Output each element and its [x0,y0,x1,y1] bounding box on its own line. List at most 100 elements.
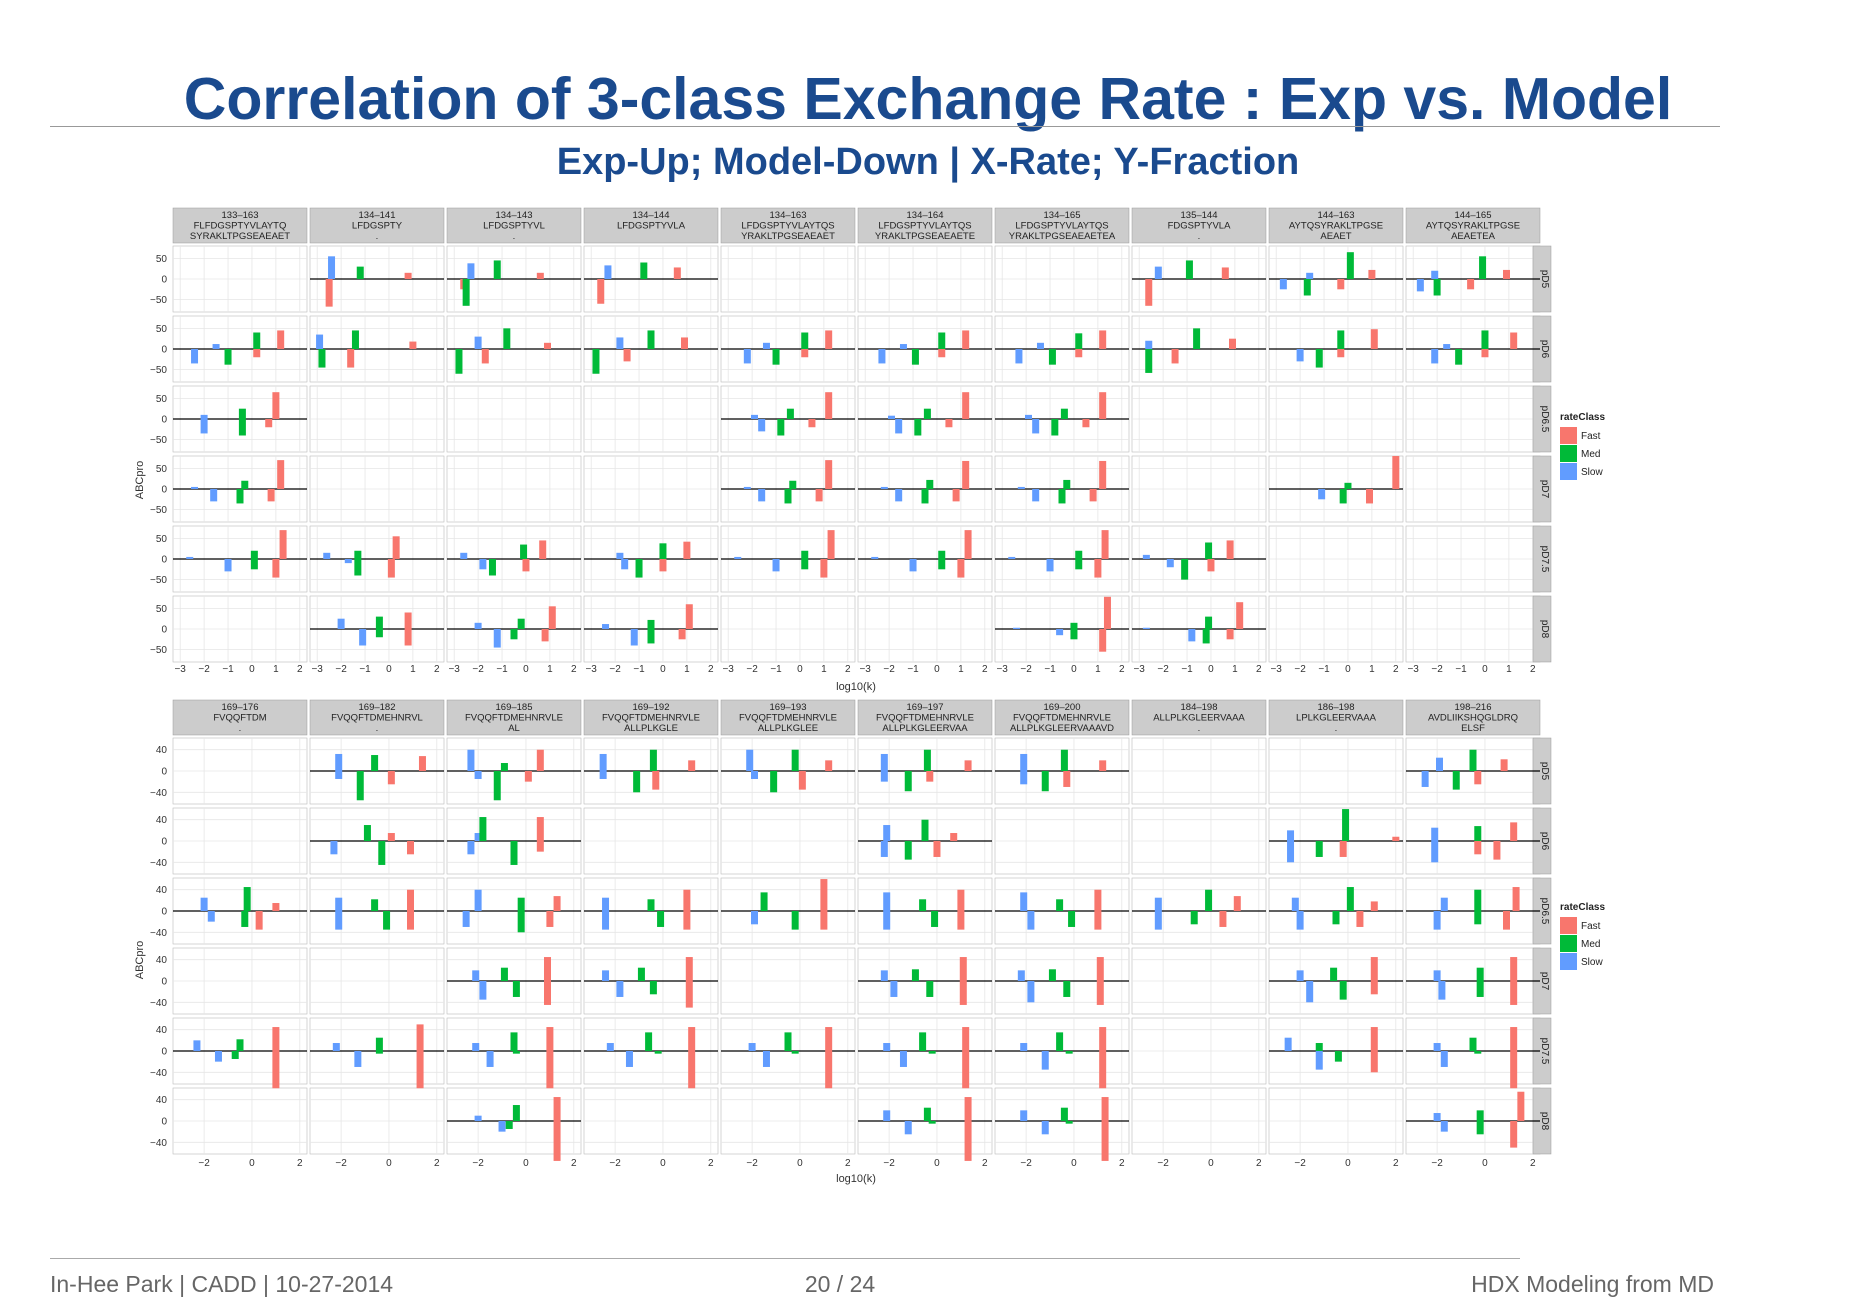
bar-med [378,841,386,865]
bar-fast [1145,279,1153,306]
bar-slow [1431,349,1439,364]
bar-fast [1337,349,1345,358]
bar-med [1058,489,1066,504]
bar-med [1303,279,1311,296]
bar-fast [407,841,414,855]
bar-med [238,408,246,419]
bar-fast [1082,419,1090,428]
bar-med [926,479,934,489]
bar-slow [460,552,468,559]
bar-fast [827,530,835,559]
bar-fast [1103,596,1111,629]
bar-med [654,1051,662,1054]
bar-fast [1392,456,1400,489]
facet-strip [1131,207,1267,244]
bar-slow [888,415,895,419]
x-tick-label: −2 [1157,1158,1169,1169]
bar-fast [959,981,967,1005]
x-tick-label: 0 [797,1158,803,1169]
bar-fast [1370,1027,1378,1051]
bar-slow [1287,841,1295,863]
x-tick-label: 0 [660,1158,666,1169]
x-tick-label: 1 [1506,664,1512,675]
bar-slow [883,1043,891,1051]
bar-med [1205,542,1213,559]
bar-slow [880,970,888,981]
bar-fast [1370,957,1378,981]
bar-fast [553,1121,561,1161]
bar-slow [1154,911,1162,930]
facet-strip-label: FLFDGSPTYVLAYTQ [194,221,287,232]
x-tick-label: −3 [1270,664,1282,675]
bar-med [231,1051,239,1059]
bar-med [1433,279,1441,296]
bar-med [488,559,496,576]
bar-med [1452,771,1460,790]
bar-fast [1370,981,1378,995]
bar-fast [481,349,489,364]
x-tick-label: −1 [496,664,508,675]
bar-fast [1339,841,1347,857]
bar-slow [335,911,343,930]
bar-med [1056,1032,1064,1051]
y-tick-label: 50 [156,324,168,335]
facet-strip-label: 134–164 [907,210,944,221]
bar-fast [1171,349,1179,364]
facet-strip-label: 134–144 [633,210,670,221]
bar-fast [1094,559,1102,578]
bar-med [1469,1037,1477,1051]
bar-med [914,419,922,436]
x-tick-label: 2 [571,664,577,675]
legend-swatch-med [1560,935,1577,952]
bar-slow [193,1040,201,1051]
bar-fast [962,1051,970,1089]
bar-fast [652,771,660,790]
facet-strip-label: FVQQFTDMEHNRVLE [602,713,700,724]
bar-med [938,559,946,570]
bar-fast [1221,267,1229,279]
bar-med [777,419,785,436]
bar-slow [1008,556,1016,559]
bar-slow [1046,559,1054,572]
facet-strip-label: LFDGSPTYVLA [617,221,686,232]
x-tick-label: −3 [859,664,871,675]
bar-fast [933,841,941,857]
bar-fast [820,559,828,578]
bar-fast [825,1051,833,1089]
bar-fast [659,559,667,572]
bar-med [517,897,525,911]
y-tick-label: 40 [156,1025,168,1036]
bar-med [938,332,946,349]
x-tick-label: 0 [1208,1158,1214,1169]
bar-fast [418,756,426,771]
row-strip [1532,455,1552,523]
facet-strip [1268,207,1404,244]
bar-med [911,969,919,981]
bar-slow [1154,266,1162,279]
bar-fast [1510,332,1518,349]
facet-strip-label: 135–144 [1181,210,1218,221]
x-tick-label: 2 [1530,1158,1536,1169]
bar-med [1339,489,1347,504]
x-tick-label: −1 [770,664,782,675]
y-tick-label: −50 [150,505,167,516]
bar-fast [1510,1051,1518,1089]
bar-med [520,544,528,559]
bar-med [904,771,912,792]
bar-fast [962,460,970,489]
bar-slow [1284,1037,1292,1051]
bar-slow [599,753,607,771]
bar-slow [1315,1051,1323,1070]
facet-strip-label: LFDGSPTYVLAYTQS [878,221,971,232]
bar-fast [798,771,806,790]
bar-fast [553,1097,561,1121]
bar-fast [548,606,556,629]
facet-strip-label: FVQQFTDMEHNRVLE [465,713,563,724]
bar-slow [472,1043,480,1051]
facet-strip-label: ELSF [1461,723,1485,734]
bar-med [1474,911,1482,925]
bar-fast [678,629,686,640]
bar-fast [404,272,412,279]
